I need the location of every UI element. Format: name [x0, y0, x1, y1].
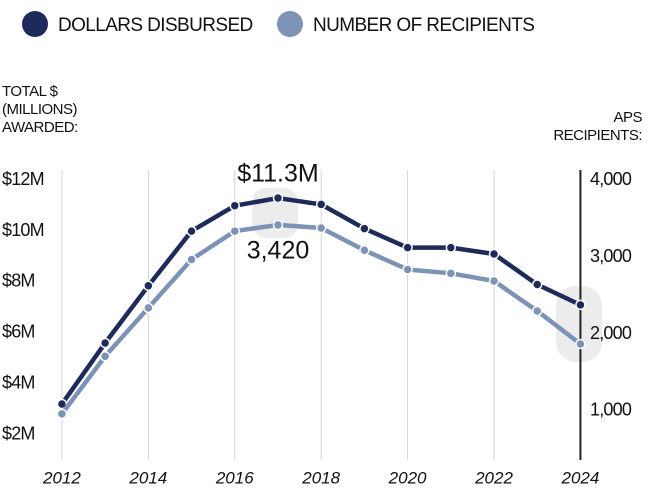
legend-swatch: [22, 11, 48, 37]
y2-tick-label: 2,000: [590, 323, 632, 343]
data-point: [272, 192, 284, 204]
data-point: [229, 200, 241, 211]
x-tick-label: 2020: [388, 468, 427, 487]
legend-label: DOLLARS DISBURSED: [58, 15, 253, 36]
data-label: $11.3M: [237, 160, 319, 188]
data-point: [315, 222, 327, 234]
y2-tick-label: 4,000: [590, 169, 632, 189]
data-point: [402, 242, 413, 253]
data-point: [56, 398, 68, 410]
data-point: [272, 219, 284, 231]
y-tick-label: $2M: [2, 423, 35, 443]
data-point: [315, 199, 327, 210]
data-point: [143, 302, 154, 314]
data-point: [186, 254, 197, 265]
data-point: [99, 337, 111, 349]
data-point: [575, 338, 586, 350]
data-point: [359, 223, 370, 234]
data-point: [445, 268, 457, 279]
data-point: [531, 305, 543, 317]
data-point: [143, 280, 154, 292]
data-point: [488, 248, 500, 260]
y2-axis-title: APS: [613, 109, 642, 126]
y2-axis-title: RECIPIENTS:: [553, 127, 642, 144]
data-label: 3,420: [247, 237, 310, 265]
y-tick-label: $6M: [2, 322, 35, 342]
y-axis-title: TOTAL $: [2, 83, 59, 100]
x-tick-label: 2024: [561, 468, 600, 487]
x-tick-label: 2022: [474, 468, 513, 487]
y-axis-title: (MILLIONS): [2, 101, 78, 118]
y2-tick-label: 3,000: [590, 246, 632, 266]
data-point: [488, 275, 500, 287]
data-point: [186, 225, 197, 237]
data-point: [56, 408, 68, 420]
highlight: [556, 286, 602, 362]
data-point: [402, 264, 413, 275]
x-tick-label: 2018: [301, 468, 340, 487]
y-tick-label: $4M: [2, 372, 35, 392]
y-tick-label: $12M: [2, 169, 44, 189]
data-point: [359, 245, 370, 256]
y-tick-label: $8M: [2, 271, 35, 291]
data-point: [229, 225, 241, 237]
y2-tick-label: 1,000: [590, 400, 632, 420]
data-point: [445, 242, 457, 253]
data-point: [531, 279, 543, 290]
data-point: [99, 351, 111, 362]
data-point: [575, 299, 586, 311]
x-tick-label: 2016: [215, 468, 254, 487]
x-tick-label: 2014: [128, 468, 167, 487]
y-axis-title: AWARDED:: [2, 119, 78, 136]
legend-label: NUMBER OF RECIPIENTS: [313, 15, 534, 36]
legend-swatch: [277, 11, 303, 37]
y-tick-label: $10M: [2, 220, 44, 240]
x-tick-label: 2012: [42, 468, 81, 487]
